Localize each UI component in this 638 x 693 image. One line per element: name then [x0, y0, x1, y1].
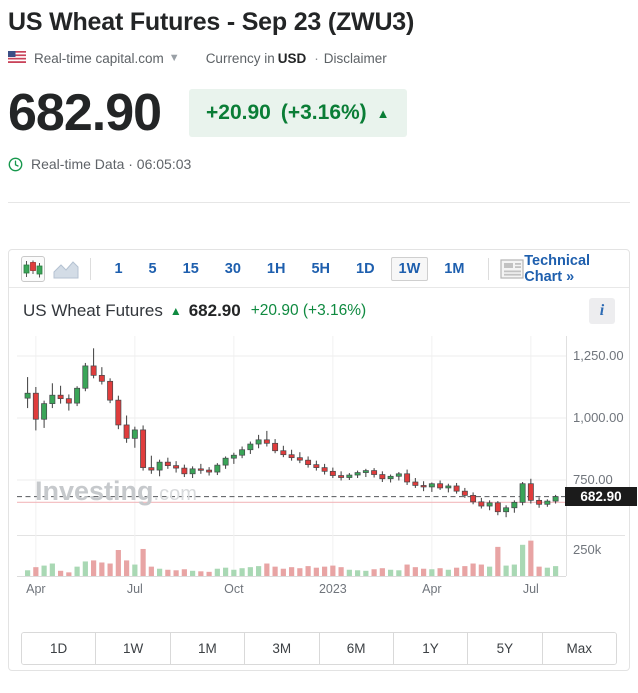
change-badge: +20.90 (+3.16%) ▲	[189, 89, 407, 137]
area-chart-button[interactable]	[53, 256, 79, 282]
range-button-1w[interactable]: 1W	[96, 633, 171, 664]
chart-plot-area[interactable]: 1,250.00 1,000.00 750.00 682.90 250k Inv…	[9, 336, 637, 604]
x-axis-label: Apr	[26, 582, 46, 596]
range-button-1m[interactable]: 1M	[170, 633, 246, 664]
toolbar-divider	[488, 257, 490, 280]
toolbar-divider	[89, 257, 91, 280]
interval-1h[interactable]: 1H	[266, 260, 286, 277]
last-price: 682.90	[8, 84, 162, 142]
range-selector: 1D 1W 1M 3M 6M 1Y 5Y Max	[21, 632, 617, 665]
y-axis-label: 1,250.00	[573, 348, 624, 363]
x-axis-label: Jul	[126, 582, 143, 596]
info-button[interactable]: i	[589, 298, 615, 324]
y-axis-line	[566, 336, 567, 576]
range-button-6m[interactable]: 6M	[319, 633, 394, 664]
volume-axis-label: 250k	[573, 542, 602, 557]
chart-title-row: US Wheat Futures ▲ 682.90 +20.90 (+3.16%…	[9, 288, 629, 334]
range-button-1y[interactable]: 1Y	[393, 633, 469, 664]
up-triangle-icon: ▲	[376, 105, 390, 121]
news-panel-button[interactable]	[500, 256, 524, 282]
current-price-badge: 682.90	[565, 487, 637, 506]
interval-1[interactable]: 1	[114, 260, 123, 277]
interval-5h[interactable]: 5H	[311, 260, 330, 277]
chevron-down-icon: ▼	[168, 52, 180, 64]
chart-change: +20.90 (+3.16%)	[250, 302, 367, 319]
currency-code: USD	[277, 50, 307, 66]
change-value: +20.90	[206, 101, 271, 124]
range-button-5y[interactable]: 5Y	[468, 633, 543, 664]
disclaimer-link[interactable]: Disclaimer	[323, 50, 387, 66]
x-axis-label: Jul	[522, 582, 539, 596]
data-source-dropdown[interactable]: Real-time capital.com ▼	[34, 51, 180, 66]
interval-group: 1 5 15 30 1H 5H 1D 1W 1M	[101, 256, 477, 281]
chart-instrument-name: US Wheat Futures	[23, 301, 163, 320]
interval-30[interactable]: 30	[224, 260, 241, 277]
x-axis-label: Oct	[224, 582, 244, 596]
y-axis-label: 1,000.00	[573, 410, 624, 425]
dot-separator: ·	[314, 50, 319, 66]
us-flag-icon	[8, 50, 26, 66]
pane-separator	[17, 535, 625, 536]
interval-15[interactable]: 15	[182, 260, 199, 277]
up-arrow-icon: ▲	[169, 304, 182, 318]
price-row: 682.90 +20.90 (+3.16%) ▲	[8, 87, 630, 139]
change-percent: (+3.16%)	[280, 101, 367, 124]
chart-widget: 1 5 15 30 1H 5H 1D 1W 1M Technical Chart » US Wh…	[8, 249, 637, 671]
range-button-3m[interactable]: 3M	[245, 633, 320, 664]
realtime-label: Real-time Data · 06:05:03	[31, 156, 192, 172]
range-button-1d[interactable]: 1D	[22, 633, 97, 664]
clock-icon	[8, 157, 23, 172]
chart-toolbar: 1 5 15 30 1H 5H 1D 1W 1M Technical Chart »	[9, 250, 629, 288]
section-divider	[8, 202, 630, 203]
chart-last-price: 682.90	[188, 301, 241, 320]
data-source-label: Real-time capital.com	[34, 50, 164, 66]
candlestick-chart[interactable]	[17, 336, 566, 578]
candlestick-chart-button[interactable]	[21, 255, 45, 282]
meta-row: Real-time capital.com ▼ Currency in USD …	[8, 49, 630, 67]
realtime-row: Real-time Data · 06:05:03	[8, 156, 630, 172]
x-axis-label: Apr	[422, 582, 442, 596]
interval-1d[interactable]: 1D	[356, 260, 375, 277]
interval-1m[interactable]: 1M	[444, 260, 465, 277]
technical-chart-link[interactable]: Technical Chart »	[524, 252, 591, 285]
page-title: US Wheat Futures - Sep 23 (ZWU3)	[8, 8, 415, 36]
y-axis-label: 750.00	[573, 472, 613, 487]
range-button-max[interactable]: Max	[542, 633, 616, 664]
interval-1w[interactable]: 1W	[390, 256, 429, 281]
interval-5[interactable]: 5	[148, 260, 157, 277]
x-axis-label: 2023	[318, 582, 347, 596]
currency-prefix: Currency in	[205, 50, 275, 66]
quote-page: US Wheat Futures - Sep 23 (ZWU3) Real-ti…	[8, 8, 637, 671]
